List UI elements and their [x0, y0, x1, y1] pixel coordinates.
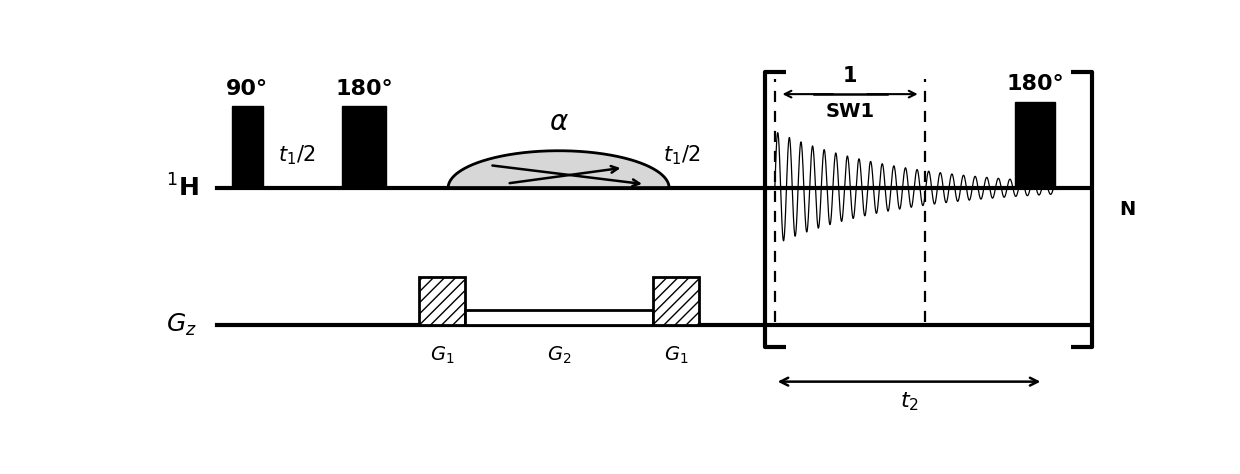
Text: $G_1$: $G_1$	[430, 345, 455, 366]
Text: $t_2$: $t_2$	[899, 391, 919, 413]
Bar	[1016, 101, 1055, 188]
Polygon shape	[448, 151, 670, 188]
Text: 180°: 180°	[1007, 74, 1064, 94]
Bar	[465, 310, 652, 325]
Text: $\alpha$: $\alpha$	[548, 108, 569, 136]
Text: $G_1$: $G_1$	[663, 345, 688, 366]
Bar	[652, 277, 699, 325]
Text: 180°: 180°	[335, 79, 393, 99]
Text: $t_1/2$: $t_1/2$	[279, 144, 316, 167]
Text: $^1$H: $^1$H	[166, 174, 198, 201]
Bar	[419, 277, 465, 325]
Text: $G_z$: $G_z$	[166, 312, 197, 338]
Text: 1: 1	[843, 66, 857, 86]
Bar	[232, 106, 263, 188]
Text: 90°: 90°	[226, 79, 268, 99]
Text: SW1: SW1	[826, 102, 874, 121]
Text: $t_1/2$: $t_1/2$	[663, 144, 701, 167]
Text: N: N	[1118, 200, 1135, 219]
Text: $G_2$: $G_2$	[547, 345, 572, 366]
Bar	[342, 106, 386, 188]
